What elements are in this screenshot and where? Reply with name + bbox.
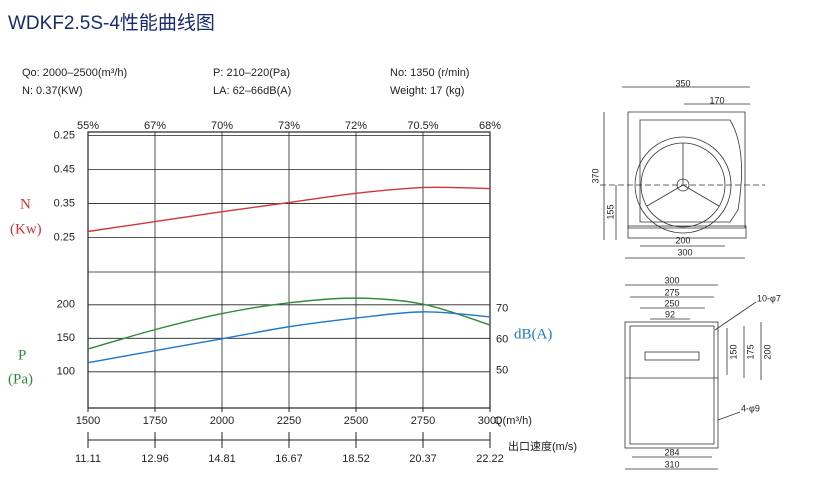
dimension: 284 (664, 447, 679, 457)
y-tick-label: 100 (57, 366, 75, 378)
velocity-label: 14.81 (208, 453, 236, 465)
velocity-label: 18.52 (342, 453, 370, 465)
dimension: 300 (677, 247, 692, 257)
spec: No: 1350 (r/min) (390, 67, 469, 79)
dimension: 155 (605, 204, 615, 219)
x-tick-label: 2250 (277, 415, 301, 427)
x-tick-label: 2000 (210, 415, 234, 427)
spec: LA: 62–66dB(A) (213, 85, 291, 97)
axis-label: N (20, 196, 31, 212)
spec: N: 0.37(KW) (22, 85, 83, 97)
dimension: 370 (590, 168, 600, 183)
dimension: 310 (664, 459, 679, 469)
dimension: 4-φ9 (741, 403, 760, 413)
side-view (624, 284, 762, 470)
efficiency-label: 72% (345, 120, 367, 132)
y-tick-label: 70 (496, 303, 508, 315)
x-tick-label: 1750 (143, 415, 167, 427)
dimension: 175 (745, 344, 755, 359)
title: WDKF2.5S-4性能曲线图 (8, 12, 215, 34)
spec: Qo: 2000–2500(m³/h) (22, 67, 127, 79)
spec: Weight: 17 (kg) (390, 85, 464, 97)
y-tick-label: 200 (57, 299, 75, 311)
x-tick-label: 2500 (344, 415, 368, 427)
dimension: 275 (664, 287, 679, 297)
curve (87, 311, 491, 364)
front-view (600, 86, 765, 259)
x-tick-label: 2750 (411, 415, 435, 427)
axis-label: (Kw) (10, 221, 42, 237)
dimension: 200 (675, 235, 690, 245)
dimension: 200 (762, 344, 772, 359)
efficiency-label: 70.5% (407, 120, 438, 132)
velocity-axis-label: 出口速度(m/s) (508, 439, 577, 453)
x-tick-label: 1500 (76, 415, 100, 427)
dimension: 250 (664, 298, 679, 308)
efficiency-label: 55% (77, 120, 99, 132)
efficiency-label: 70% (211, 120, 233, 132)
dimension: 350 (675, 78, 690, 88)
spec: P: 210–220(Pa) (213, 67, 290, 79)
axis-label: dB(A) (514, 326, 552, 342)
efficiency-label: 73% (278, 120, 300, 132)
y-tick-label: 0.25 (54, 129, 75, 141)
dimension: 92 (665, 309, 675, 319)
velocity-label: 16.67 (275, 453, 303, 465)
dimension: 300 (664, 275, 679, 285)
y-tick-label: 0.25 (54, 232, 75, 244)
y-tick-label: 50 (496, 365, 508, 377)
x-tick-label: 3000 (478, 415, 502, 427)
axis-label: P (18, 347, 26, 363)
velocity-label: 12.96 (141, 453, 169, 465)
axis-label: (Pa) (8, 371, 33, 387)
y-tick-label: 0.45 (54, 163, 75, 175)
efficiency-label: 68% (479, 120, 501, 132)
curve (87, 186, 491, 233)
y-tick-label: 60 (496, 334, 508, 346)
y-tick-label: 150 (57, 332, 75, 344)
dimension: 170 (709, 95, 724, 105)
y-tick-label: 0.35 (54, 197, 75, 209)
velocity-label: 22.22 (476, 453, 504, 465)
x-axis-label: Q(m³/h) (494, 415, 532, 427)
velocity-label: 20.37 (409, 453, 437, 465)
efficiency-label: 67% (144, 120, 166, 132)
velocity-label: 11.11 (75, 453, 101, 465)
dimension: 150 (728, 344, 738, 359)
dimension: 10-φ7 (757, 293, 781, 303)
curve (87, 297, 491, 350)
